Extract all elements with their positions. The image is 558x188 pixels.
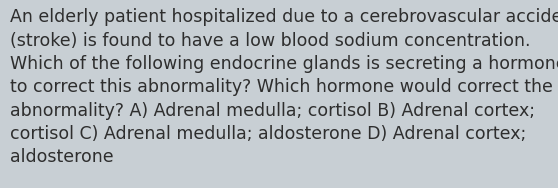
Text: An elderly patient hospitalized due to a cerebrovascular accident
(stroke) is fo: An elderly patient hospitalized due to a…: [10, 8, 558, 166]
